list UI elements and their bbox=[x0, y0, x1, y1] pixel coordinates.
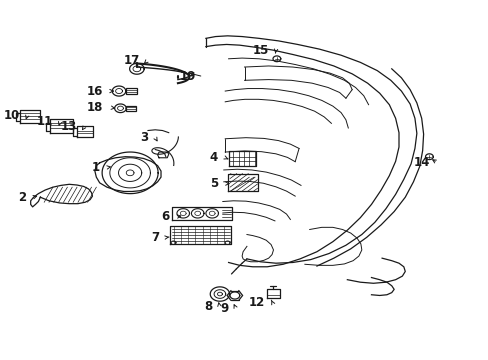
Text: 2: 2 bbox=[18, 191, 26, 204]
Text: 8: 8 bbox=[203, 300, 212, 313]
Text: 10: 10 bbox=[4, 109, 20, 122]
Text: 7: 7 bbox=[151, 231, 159, 244]
Text: 6: 6 bbox=[161, 210, 169, 223]
Bar bbox=[126, 88, 137, 94]
Text: 4: 4 bbox=[209, 151, 218, 164]
Text: 3: 3 bbox=[140, 131, 148, 144]
Text: 18: 18 bbox=[86, 101, 103, 114]
Text: 15: 15 bbox=[252, 44, 268, 57]
Text: 11: 11 bbox=[37, 116, 53, 129]
Text: 14: 14 bbox=[413, 156, 429, 169]
Text: 5: 5 bbox=[209, 177, 218, 190]
Bar bbox=[126, 106, 136, 111]
Text: 13: 13 bbox=[61, 121, 77, 134]
Text: 9: 9 bbox=[220, 302, 228, 315]
Text: 16: 16 bbox=[86, 85, 103, 98]
Text: 19: 19 bbox=[180, 70, 196, 83]
Text: 17: 17 bbox=[123, 54, 140, 67]
Text: 1: 1 bbox=[91, 161, 100, 174]
Text: 12: 12 bbox=[248, 296, 265, 309]
